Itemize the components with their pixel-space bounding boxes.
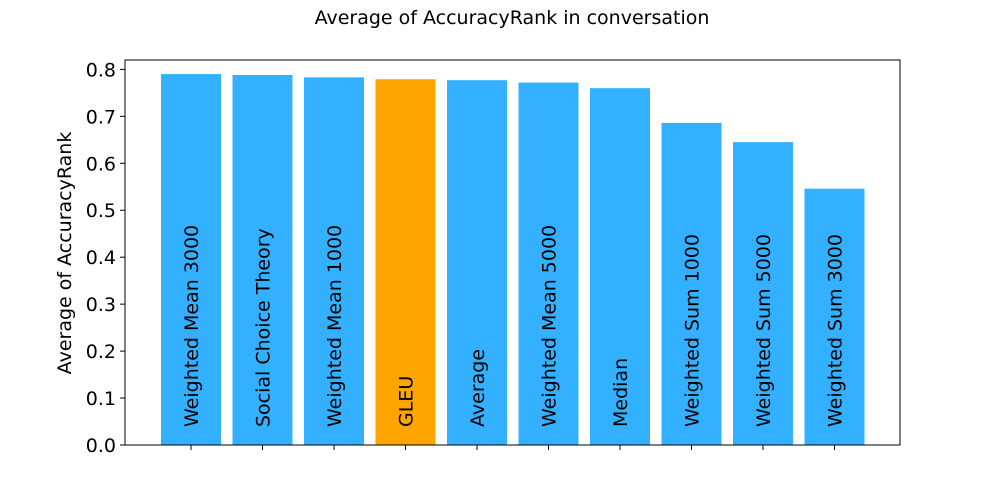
y-axis-label: Average of AccuracyRank — [54, 132, 76, 375]
bar-category-label: Weighted Mean 5000 — [539, 225, 561, 427]
bar — [518, 82, 579, 445]
bars-layer — [161, 74, 865, 446]
bar — [161, 74, 221, 445]
bar-category-label: Average — [467, 349, 489, 427]
y-tick-label: 0.1 — [86, 388, 116, 410]
y-tick-label: 0.0 — [86, 435, 116, 457]
bar-labels-layer: Weighted Mean 3000 Social Choice Theory We… — [181, 225, 847, 427]
bar — [661, 122, 722, 445]
bar-category-label: Weighted Mean 3000 — [181, 225, 203, 427]
chart-title: Average of AccuracyRank in conversation — [315, 7, 710, 29]
y-tick-label: 0.7 — [86, 106, 116, 128]
x-ticks-layer — [190, 445, 835, 450]
bar — [447, 80, 507, 445]
bar — [232, 75, 293, 446]
bar-category-label: Median — [610, 358, 632, 427]
y-tick-label: 0.3 — [86, 294, 116, 316]
y-tick-label: 0.5 — [86, 200, 116, 222]
y-tick-label: 0.2 — [86, 341, 116, 363]
bar — [304, 77, 364, 446]
bar — [733, 142, 793, 445]
bar — [590, 88, 650, 446]
y-tick-label: 0.6 — [86, 153, 116, 175]
bar-category-label: GLEU — [396, 376, 418, 427]
bar — [375, 79, 436, 445]
bar-category-label: Weighted Sum 5000 — [753, 234, 775, 427]
bar-category-label: Weighted Sum 1000 — [682, 234, 704, 427]
y-ticks-layer: 0.0 0.1 0.2 0.3 0.4 0.5 0.6 0.7 0.8 — [86, 59, 125, 457]
y-tick-label: 0.8 — [86, 59, 116, 81]
bar-category-label: Social Choice Theory — [253, 228, 275, 427]
y-tick-label: 0.4 — [86, 247, 116, 269]
bar-category-label: Weighted Mean 1000 — [324, 225, 346, 427]
plot-frame — [124, 59, 901, 446]
bar-category-label: Weighted Sum 3000 — [825, 234, 847, 427]
bar — [804, 188, 865, 445]
